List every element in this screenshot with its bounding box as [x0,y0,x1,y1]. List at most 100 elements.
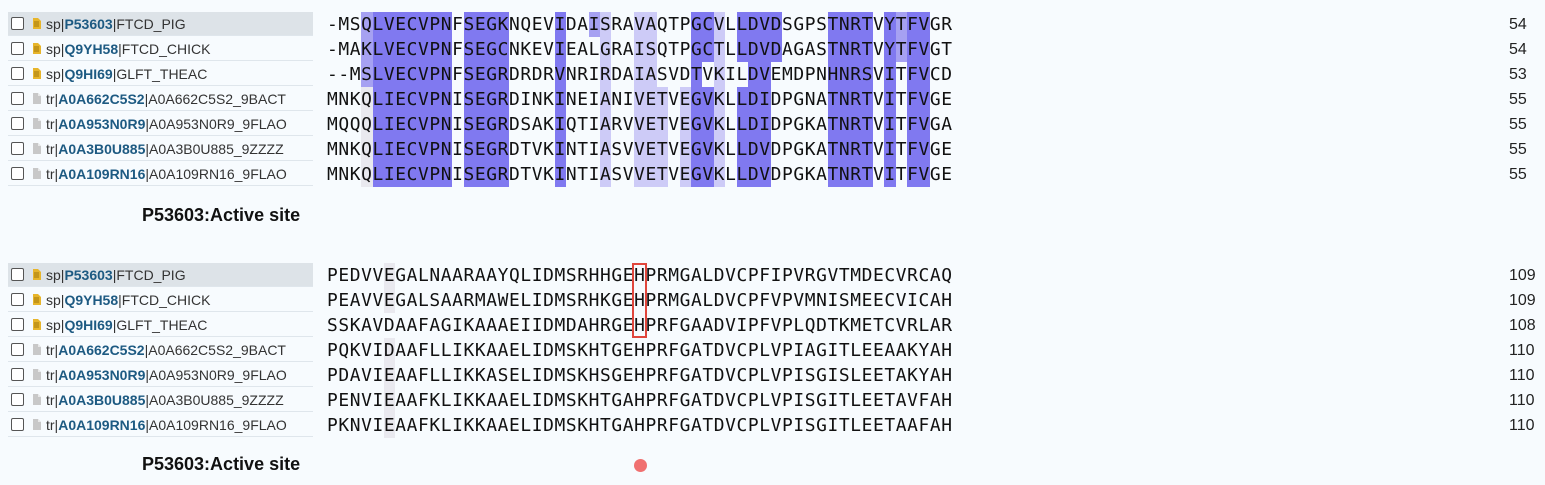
entry-name: |FTCD_PIG [112,15,186,32]
residue: Q [361,87,373,112]
feature-label: P53603:Active site [142,454,301,474]
select-checkbox[interactable] [11,117,24,130]
residue: N [338,89,350,110]
residue: N [838,87,851,112]
residue: I [452,139,464,160]
residue: C [884,265,896,286]
select-checkbox[interactable] [11,343,24,356]
accession-link[interactable]: Q9YH58 [64,291,119,308]
residue: E [873,365,885,386]
residue: L [588,39,600,60]
residue: R [656,340,669,361]
accession-link[interactable]: A0A3B0U885 [58,391,146,408]
residue: T [895,164,908,185]
residue: I [452,365,464,386]
residue: I [884,87,896,112]
residue: A [895,365,908,386]
residue: C [406,62,418,87]
sequence-label: tr| A0A3B0U885 |A0A3B0U885_9ZZZZ [8,137,313,161]
residue: D [543,390,555,411]
residue: E [474,37,487,62]
residue: D [747,12,760,37]
select-checkbox[interactable] [11,67,24,80]
accession-link[interactable]: Q9HI69 [64,316,113,333]
residue: V [759,12,771,37]
residue: R [577,265,589,286]
residue: S [838,290,851,311]
alignment-row: sp| P53603 |FTCD_PIG -MSQLVECVPNFSEGKNQEVID… [0,12,1545,37]
select-checkbox[interactable] [11,92,24,105]
select-checkbox[interactable] [11,268,24,281]
accession-link[interactable]: A0A3B0U885 [58,140,146,157]
accession-link[interactable]: Q9YH58 [64,40,119,57]
select-checkbox[interactable] [11,293,24,306]
residue: L [440,390,453,411]
residue: P [747,265,760,286]
accession-link[interactable]: A0A109RN16 [58,416,146,433]
residue: K [577,340,589,361]
residue: S [463,87,475,112]
select-checkbox[interactable] [11,393,24,406]
residue: R [497,112,509,137]
residue: C [406,87,418,112]
residue: L [520,390,532,411]
residue: I [531,415,544,436]
residue: V [668,114,680,135]
select-checkbox[interactable] [11,17,24,30]
residue: D [543,265,555,286]
residue: G [395,265,407,286]
residue: M [349,64,362,85]
residue: V [770,390,782,411]
residue: I [554,137,566,162]
accession-link[interactable]: A0A953N0R9 [58,115,146,132]
select-checkbox[interactable] [11,142,24,155]
residue: F [418,365,430,386]
sequence-end-position: 109 [1509,292,1536,309]
residue: A [895,415,908,436]
residue: G [793,164,805,185]
residue: A [497,340,509,361]
sequence-label: tr| A0A953N0R9 |A0A953N0R9_9FLAO [8,363,313,387]
residue: F [668,415,680,436]
residue: G [929,89,942,110]
residue: G [611,390,623,411]
residue: T [895,139,908,160]
database-prefix: tr| [46,165,59,182]
accession-link[interactable]: A0A662C5S2 [58,90,145,107]
residue: K [543,89,555,110]
residue: A [645,62,657,87]
entry-name: |A0A953N0R9_9FLAO [145,366,287,383]
residue: H [941,365,953,386]
select-checkbox[interactable] [11,167,24,180]
residue: A [452,290,464,311]
accession-link[interactable]: A0A953N0R9 [58,366,146,383]
residue: M [554,415,566,436]
sequence-residues: PENVIEAAFKLIKKAAELIDMSKHTGAHPRFGATDVCPLV… [327,388,953,413]
residue: L [702,265,714,286]
select-checkbox[interactable] [11,368,24,381]
residue: A [395,390,407,411]
accession-link[interactable]: Q9HI69 [64,65,113,82]
residue: G [611,290,623,311]
residue: M [554,365,566,386]
accession-link[interactable]: P53603 [64,15,113,32]
residue: P [327,365,339,386]
residue: N [565,164,578,185]
residue: N [509,14,521,35]
database-prefix: tr| [46,140,59,157]
active-site-marker[interactable] [633,459,647,472]
select-checkbox[interactable] [11,318,24,331]
residue: V [361,390,373,411]
residue: I [736,315,748,336]
residue: R [804,265,817,286]
accession-link[interactable]: A0A109RN16 [58,165,146,182]
select-checkbox[interactable] [11,418,24,431]
residue: S [463,12,475,37]
residue: C [406,112,418,137]
residue: Q [338,114,350,135]
database-prefix: sp| [46,316,65,333]
accession-link[interactable]: A0A662C5S2 [58,341,145,358]
select-checkbox[interactable] [11,42,24,55]
accession-link[interactable]: P53603 [64,266,113,283]
residue: L [736,87,748,112]
